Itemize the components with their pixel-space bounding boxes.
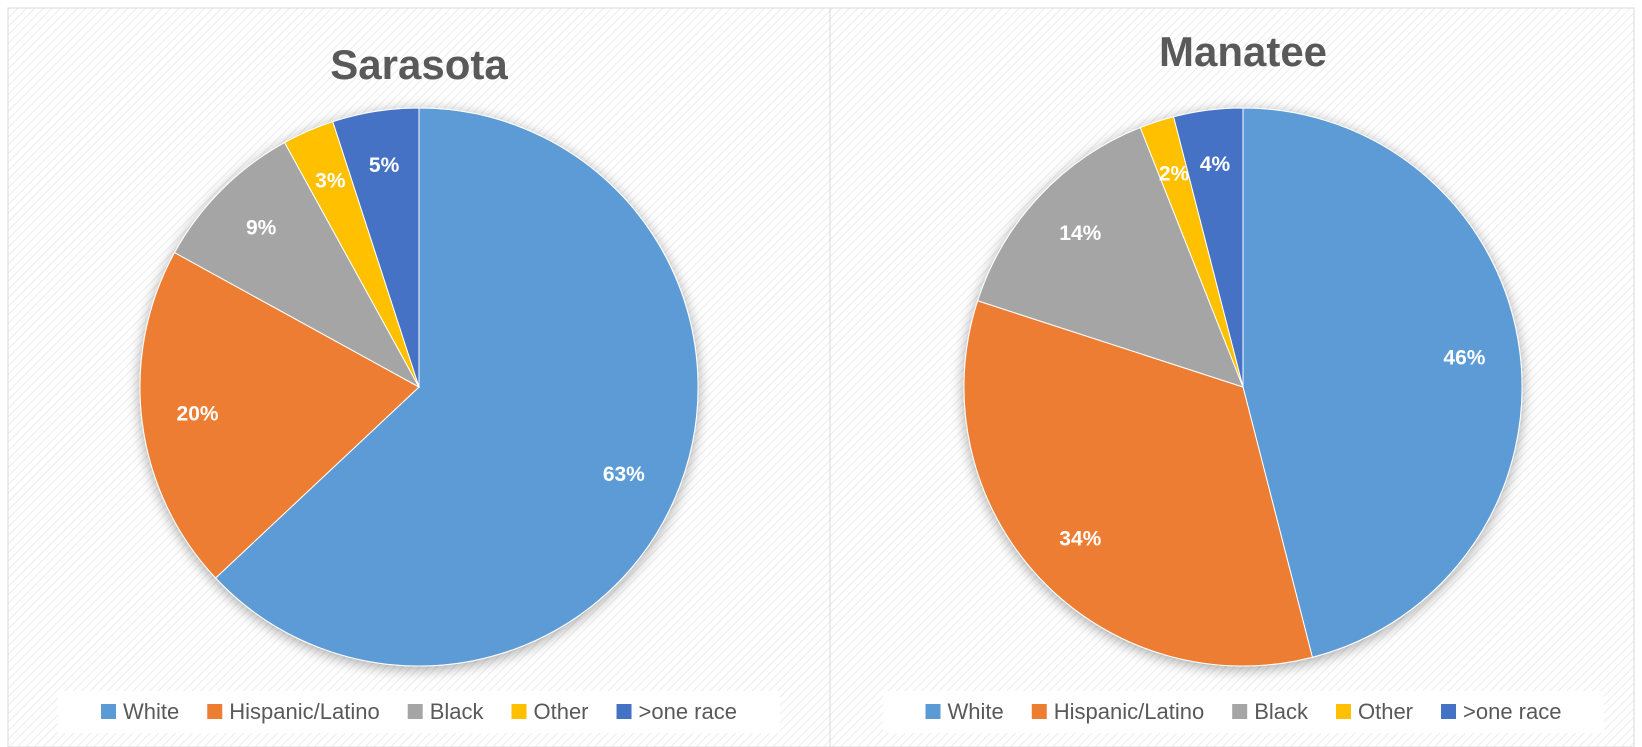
legend-label: White	[948, 699, 1004, 724]
legend-label: >one race	[1463, 699, 1561, 724]
data-label: 14%	[1059, 222, 1101, 245]
legend-label: >one race	[639, 699, 737, 724]
legend-label: Black	[1254, 699, 1309, 724]
pie-slice	[1173, 107, 1244, 388]
legend-swatch	[1232, 704, 1248, 719]
pie-slice	[977, 126, 1244, 388]
data-label: 4%	[1200, 153, 1231, 176]
data-label: 20%	[177, 403, 219, 426]
legend-swatch	[1335, 704, 1351, 719]
chart-title: Manatee	[1159, 28, 1327, 75]
legend-swatch	[407, 704, 423, 719]
pie-slice	[139, 251, 420, 579]
data-label: 63%	[603, 463, 645, 486]
legend-swatch	[101, 704, 117, 719]
legend-swatch	[511, 704, 527, 719]
data-label: 9%	[246, 217, 277, 240]
legend-swatch	[925, 704, 941, 719]
pie-slice	[214, 107, 699, 667]
data-label: 34%	[1059, 527, 1101, 550]
pie	[139, 107, 699, 667]
legend-label: Black	[430, 699, 485, 724]
legend-swatch	[207, 704, 223, 719]
data-label: 5%	[369, 154, 400, 177]
pie-slice	[963, 300, 1313, 667]
pie	[963, 107, 1523, 667]
legend-label: Hispanic/Latino	[229, 699, 379, 724]
legend-label: Hispanic/Latino	[1054, 699, 1204, 724]
legend-swatch	[1031, 704, 1047, 719]
legend-swatch	[616, 704, 632, 719]
pie-slice	[173, 141, 421, 389]
data-label: 46%	[1443, 347, 1485, 370]
data-label: 3%	[315, 170, 346, 193]
legend-label: White	[123, 699, 179, 724]
chart-title: Sarasota	[330, 41, 508, 88]
legend-label: Other	[1358, 699, 1413, 724]
legend-label: Other	[533, 699, 588, 724]
pie-slice	[1242, 107, 1523, 658]
pie-slice	[332, 107, 420, 388]
data-label: 2%	[1159, 162, 1190, 185]
legend-swatch	[1441, 704, 1457, 719]
